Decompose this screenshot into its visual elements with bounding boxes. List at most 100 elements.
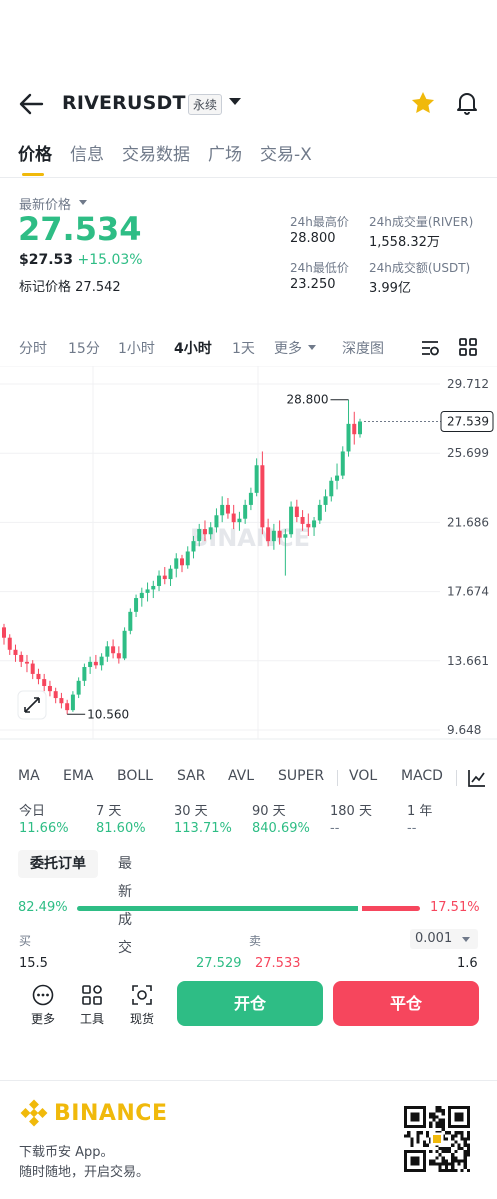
indicator-sar[interactable]: SAR	[177, 768, 206, 784]
performance-period-value: --	[330, 821, 340, 836]
indicator-chart-icon[interactable]	[467, 768, 487, 788]
candle	[134, 594, 139, 618]
qr-code-icon[interactable]	[404, 1106, 470, 1172]
candle	[202, 520, 207, 542]
indicator-macd[interactable]: MACD	[401, 768, 443, 784]
best-bid[interactable]: 27.529	[196, 956, 242, 971]
more-label: 更多	[30, 1012, 55, 1026]
binance-logo-icon	[20, 1099, 48, 1127]
performance-period-label[interactable]: 180 天	[330, 804, 372, 819]
performance-period-label[interactable]: 7 天	[96, 804, 122, 819]
candle	[13, 644, 18, 662]
more-button[interactable]: 更多	[23, 984, 63, 1027]
notification-bell-icon[interactable]	[455, 90, 479, 116]
interval-15m[interactable]: 15分	[68, 341, 100, 357]
more-caret-icon[interactable]	[308, 345, 316, 350]
indicator-ema[interactable]: EMA	[63, 768, 94, 784]
candle	[260, 451, 265, 535]
turnover-24h-label: 24h成交额(USDT)	[369, 261, 471, 275]
price-change-pct: +15.03%	[77, 252, 143, 268]
performance-period-value: 81.60%	[96, 821, 146, 836]
candle	[174, 553, 179, 578]
interval-time[interactable]: 分时	[19, 341, 47, 357]
candle	[243, 499, 248, 524]
back-arrow-icon[interactable]	[18, 92, 44, 116]
performance-period-label[interactable]: 1 年	[407, 804, 433, 819]
candle	[283, 529, 288, 576]
tab-info[interactable]: 信息	[70, 145, 104, 165]
candle	[30, 660, 35, 680]
tab-recent-trades[interactable]: 最新成交	[118, 856, 132, 956]
candlestick-chart[interactable]: BINANCE 29.71225.69921.68617.67413.6619.…	[0, 366, 497, 741]
performance-period-label[interactable]: 今日	[19, 804, 46, 819]
caret-down-icon[interactable]	[79, 200, 87, 205]
open-position-button[interactable]: 开仓	[177, 981, 323, 1026]
candle	[53, 687, 58, 704]
interval-1h[interactable]: 1小时	[118, 341, 155, 357]
tab-square[interactable]: 广场	[208, 145, 242, 165]
spot-button[interactable]: 现货	[122, 984, 162, 1027]
tab-order-book[interactable]: 委托订单	[18, 850, 98, 878]
y-tick-label: 9.648	[447, 723, 481, 737]
latest-price-label[interactable]: 最新价格	[19, 198, 72, 213]
symbol-title[interactable]: RIVERUSDT	[62, 92, 186, 114]
high-24h-value: 28.800	[290, 231, 336, 246]
sell-ratio-fill	[361, 906, 420, 911]
candle	[300, 510, 305, 531]
candle	[76, 677, 81, 699]
indicator-vol[interactable]: VOL	[349, 768, 378, 784]
depth-chart-tab[interactable]: 深度图	[342, 341, 384, 357]
candle	[254, 458, 259, 497]
low-marker-label: 10.560	[87, 707, 129, 721]
candle	[122, 627, 127, 661]
indicator-ma[interactable]: MA	[18, 768, 40, 784]
performance-period-label[interactable]: 90 天	[252, 804, 286, 819]
last-price-box	[440, 410, 494, 432]
indicator-avl[interactable]: AVL	[228, 768, 255, 784]
indicator-boll[interactable]: BOLL	[117, 768, 153, 784]
candle	[323, 489, 328, 512]
buy-sell-ratio-bar	[77, 906, 420, 911]
interval-4h[interactable]: 4小时	[174, 341, 212, 357]
tools-button[interactable]: 工具	[72, 984, 112, 1027]
candle	[2, 623, 6, 645]
performance-period-value: 840.69%	[252, 821, 310, 836]
ask-quantity: 1.6	[457, 956, 478, 971]
interval-more[interactable]: 更多	[274, 341, 302, 357]
performance-period-label[interactable]: 30 天	[174, 804, 208, 819]
performance-period-value: --	[407, 821, 417, 836]
mark-price-row: 标记价格 27.542	[19, 276, 121, 295]
candle	[312, 516, 317, 536]
candle	[191, 535, 196, 559]
tab-trade-x[interactable]: 交易-X	[260, 145, 312, 165]
indicator-super[interactable]: SUPER	[278, 768, 325, 784]
precision-select[interactable]: 0.001	[410, 929, 478, 949]
buy-ratio-pct: 82.49%	[18, 900, 68, 915]
tab-trading-data[interactable]: 交易数据	[122, 145, 190, 165]
volume-24h-value: 1,558.32万	[369, 235, 440, 250]
close-position-button[interactable]: 平仓	[333, 981, 479, 1026]
candle	[294, 499, 299, 523]
expand-icon[interactable]	[17, 690, 47, 720]
candle	[180, 554, 184, 573]
y-tick-label: 21.686	[447, 515, 489, 529]
best-ask[interactable]: 27.533	[255, 956, 301, 971]
y-tick-label: 13.661	[447, 654, 489, 668]
y-tick-label: 25.699	[447, 446, 489, 460]
interval-1d[interactable]: 1天	[232, 341, 255, 357]
candle	[93, 654, 98, 669]
candle	[197, 523, 202, 547]
candle	[116, 646, 121, 664]
candle	[335, 463, 340, 490]
price-usd-row: $27.53 +15.03%	[19, 252, 143, 268]
tab-price[interactable]: 价格	[18, 140, 52, 176]
candle	[88, 656, 93, 674]
buy-column-label: 买	[19, 934, 32, 948]
chart-settings-icon[interactable]	[420, 338, 440, 358]
candle	[277, 520, 282, 545]
symbol-dropdown-icon[interactable]	[229, 98, 241, 105]
candle	[128, 608, 133, 635]
layout-grid-icon[interactable]	[459, 338, 477, 356]
candle	[329, 477, 334, 502]
favorite-star-icon[interactable]	[410, 90, 436, 116]
